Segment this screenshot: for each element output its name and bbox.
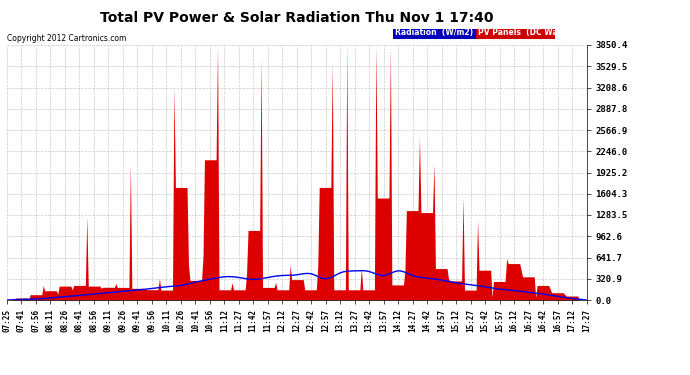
Text: Radiation  (W/m2): Radiation (W/m2): [395, 28, 473, 38]
Text: Total PV Power & Solar Radiation Thu Nov 1 17:40: Total PV Power & Solar Radiation Thu Nov…: [100, 11, 493, 25]
Text: Copyright 2012 Cartronics.com: Copyright 2012 Cartronics.com: [7, 34, 126, 43]
Text: PV Panels  (DC Watts): PV Panels (DC Watts): [478, 28, 573, 38]
